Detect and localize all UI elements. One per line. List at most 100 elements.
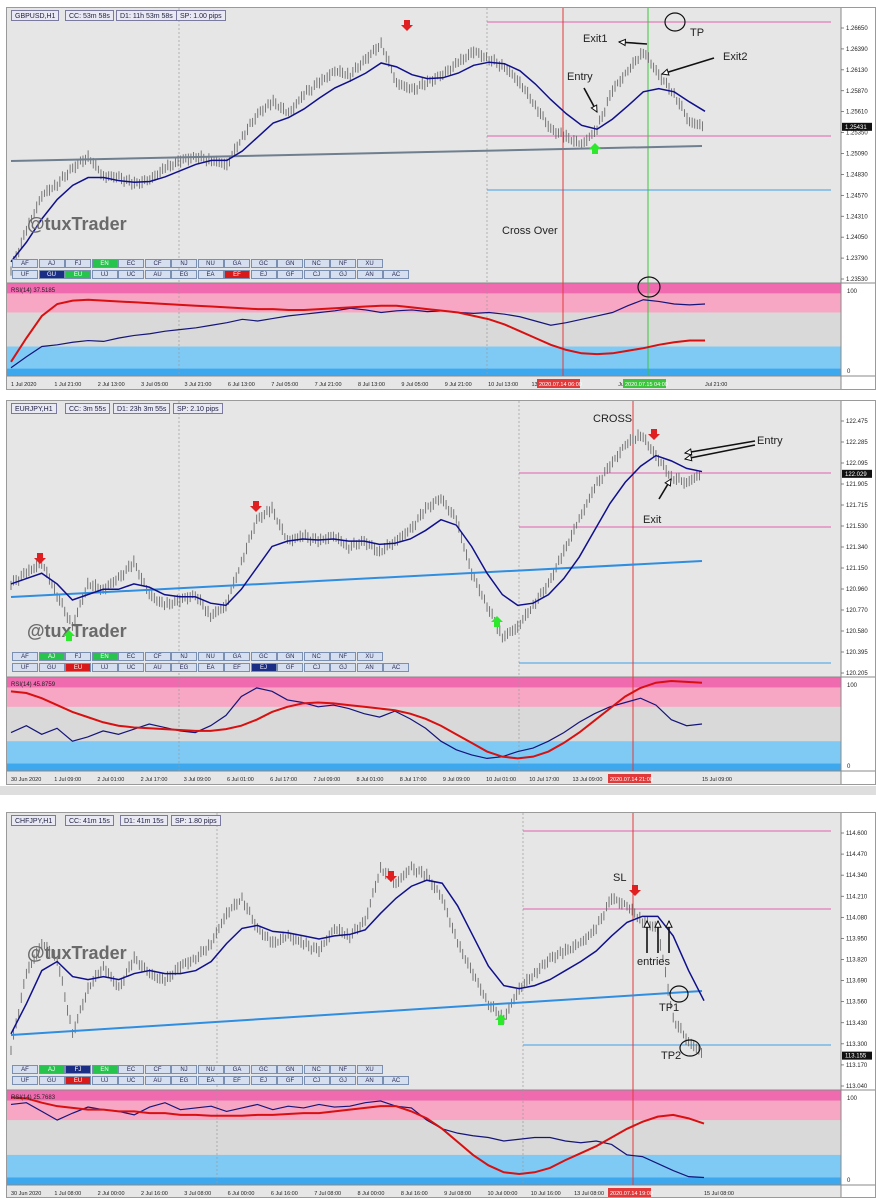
pair-button-nc[interactable]: NC [303,1065,330,1074]
pair-button-eu[interactable]: EU [65,663,91,672]
pair-button-af[interactable]: AF [12,259,38,268]
pair-button-nj[interactable]: NJ [171,1065,197,1074]
price-tick-label: 1.26390 [846,47,868,53]
pair-button-uf[interactable]: UF [12,270,38,279]
pair-button-an[interactable]: AN [356,1076,383,1085]
pair-button-ec[interactable]: EC [118,259,144,268]
pair-button-aj[interactable]: AJ [38,652,65,661]
pair-button-nu[interactable]: NU [197,652,224,661]
pair-button-eg[interactable]: EG [171,270,197,279]
pair-button-ga[interactable]: GA [224,1065,250,1074]
pair-button-gc[interactable]: GC [250,652,277,661]
rsi-line [10,299,706,369]
pair-button-an[interactable]: AN [356,270,383,279]
pair-button-ej[interactable]: EJ [250,663,277,672]
pair-button-au[interactable]: AU [144,663,171,672]
pair-button-ga[interactable]: GA [224,652,250,661]
pair-button-fj[interactable]: FJ [65,1065,91,1074]
pair-button-gu[interactable]: GU [38,663,65,672]
pair-button-eg[interactable]: EG [171,663,197,672]
pair-button-en[interactable]: EN [91,1065,118,1074]
pair-button-ac[interactable]: AC [383,270,409,279]
pair-button-cf[interactable]: CF [144,1065,171,1074]
annotation-text: Entry [757,435,783,447]
pair-button-au[interactable]: AU [144,270,171,279]
pair-button-aj[interactable]: AJ [38,1065,65,1074]
pair-button-ej[interactable]: EJ [250,1076,277,1085]
pair-button-ea[interactable]: EA [197,270,224,279]
pair-button-uj[interactable]: UJ [91,270,118,279]
pair-button-nu[interactable]: NU [197,1065,224,1074]
sell-signal-arrow [401,20,413,31]
chart-panel-chfjpy[interactable]: RSI(14) 25.7683 100 0 114.600 114.470 114.340… [6,812,876,1198]
pair-button-ef[interactable]: EF [224,1076,250,1085]
pair-button-ec[interactable]: EC [118,652,144,661]
pair-button-nf[interactable]: NF [330,259,356,268]
pair-button-gf[interactable]: GF [277,270,303,279]
pair-button-eg[interactable]: EG [171,1076,197,1085]
pair-button-eu[interactable]: EU [65,1076,91,1085]
pair-button-ea[interactable]: EA [197,1076,224,1085]
pair-button-an[interactable]: AN [356,663,383,672]
pair-button-nc[interactable]: NC [303,652,330,661]
pair-button-uc[interactable]: UC [118,270,144,279]
pair-button-gu[interactable]: GU [38,270,65,279]
pair-button-xu[interactable]: XU [356,259,383,268]
pair-button-uc[interactable]: UC [118,663,144,672]
pair-button-ef[interactable]: EF [224,663,250,672]
pair-button-au[interactable]: AU [144,1076,171,1085]
pair-button-uf[interactable]: UF [12,663,38,672]
pair-button-gf[interactable]: GF [277,663,303,672]
pair-button-nj[interactable]: NJ [171,652,197,661]
pair-button-af[interactable]: AF [12,652,38,661]
pair-button-gn[interactable]: GN [277,1065,303,1074]
pair-button-ac[interactable]: AC [383,663,409,672]
chart-canvas[interactable]: RSI(14) 25.7683 100 0 114.600 114.470 114.340… [7,813,876,1198]
chart-panel-gbpusd[interactable]: RSI(14) 37.5185 100 0 1.26650 1.26390 1.26130… [6,7,876,390]
pair-button-cj[interactable]: CJ [303,1076,330,1085]
pair-button-ga[interactable]: GA [224,259,250,268]
pair-button-nf[interactable]: NF [330,1065,356,1074]
pair-button-xu[interactable]: XU [356,652,383,661]
pair-button-fj[interactable]: FJ [65,652,91,661]
pair-button-cf[interactable]: CF [144,259,171,268]
pair-button-cf[interactable]: CF [144,652,171,661]
pair-button-ej[interactable]: EJ [250,270,277,279]
pair-button-uj[interactable]: UJ [91,663,118,672]
pair-button-ea[interactable]: EA [197,663,224,672]
cc-timer: CC: 53m 58s [65,10,114,21]
chart-canvas[interactable]: RSI(14) 45.8759 100 0 122.475 122.285 122.095… [7,401,876,785]
pair-button-nc[interactable]: NC [303,259,330,268]
pair-button-fj[interactable]: FJ [65,259,91,268]
pair-button-eu[interactable]: EU [65,270,91,279]
pair-button-gj[interactable]: GJ [330,1076,356,1085]
pair-button-gc[interactable]: GC [250,259,277,268]
pair-button-nj[interactable]: NJ [171,259,197,268]
pair-button-gu[interactable]: GU [38,1076,65,1085]
pair-button-ac[interactable]: AC [383,1076,409,1085]
pair-button-cj[interactable]: CJ [303,270,330,279]
pair-button-uc[interactable]: UC [118,1076,144,1085]
pair-button-gc[interactable]: GC [250,1065,277,1074]
pair-button-ec[interactable]: EC [118,1065,144,1074]
chart-panel-eurjpy[interactable]: RSI(14) 45.8759 100 0 122.475 122.285 122.095… [6,400,876,785]
pair-button-gj[interactable]: GJ [330,663,356,672]
current-price-box [842,469,872,478]
pair-button-en[interactable]: EN [91,652,118,661]
pair-button-nu[interactable]: NU [197,259,224,268]
pair-button-gj[interactable]: GJ [330,270,356,279]
pair-button-gn[interactable]: GN [277,259,303,268]
pair-button-uf[interactable]: UF [12,1076,38,1085]
pair-button-gn[interactable]: GN [277,652,303,661]
price-tick-label: 1.25610 [846,110,868,116]
pair-button-gf[interactable]: GF [277,1076,303,1085]
pair-button-en[interactable]: EN [91,259,118,268]
pair-button-af[interactable]: AF [12,1065,38,1074]
pair-button-ef[interactable]: EF [224,270,250,279]
chart-canvas[interactable]: RSI(14) 37.5185 100 0 1.26650 1.26390 1.26130… [7,8,876,390]
pair-button-xu[interactable]: XU [356,1065,383,1074]
pair-button-nf[interactable]: NF [330,652,356,661]
pair-button-cj[interactable]: CJ [303,663,330,672]
pair-button-uj[interactable]: UJ [91,1076,118,1085]
pair-button-aj[interactable]: AJ [38,259,65,268]
